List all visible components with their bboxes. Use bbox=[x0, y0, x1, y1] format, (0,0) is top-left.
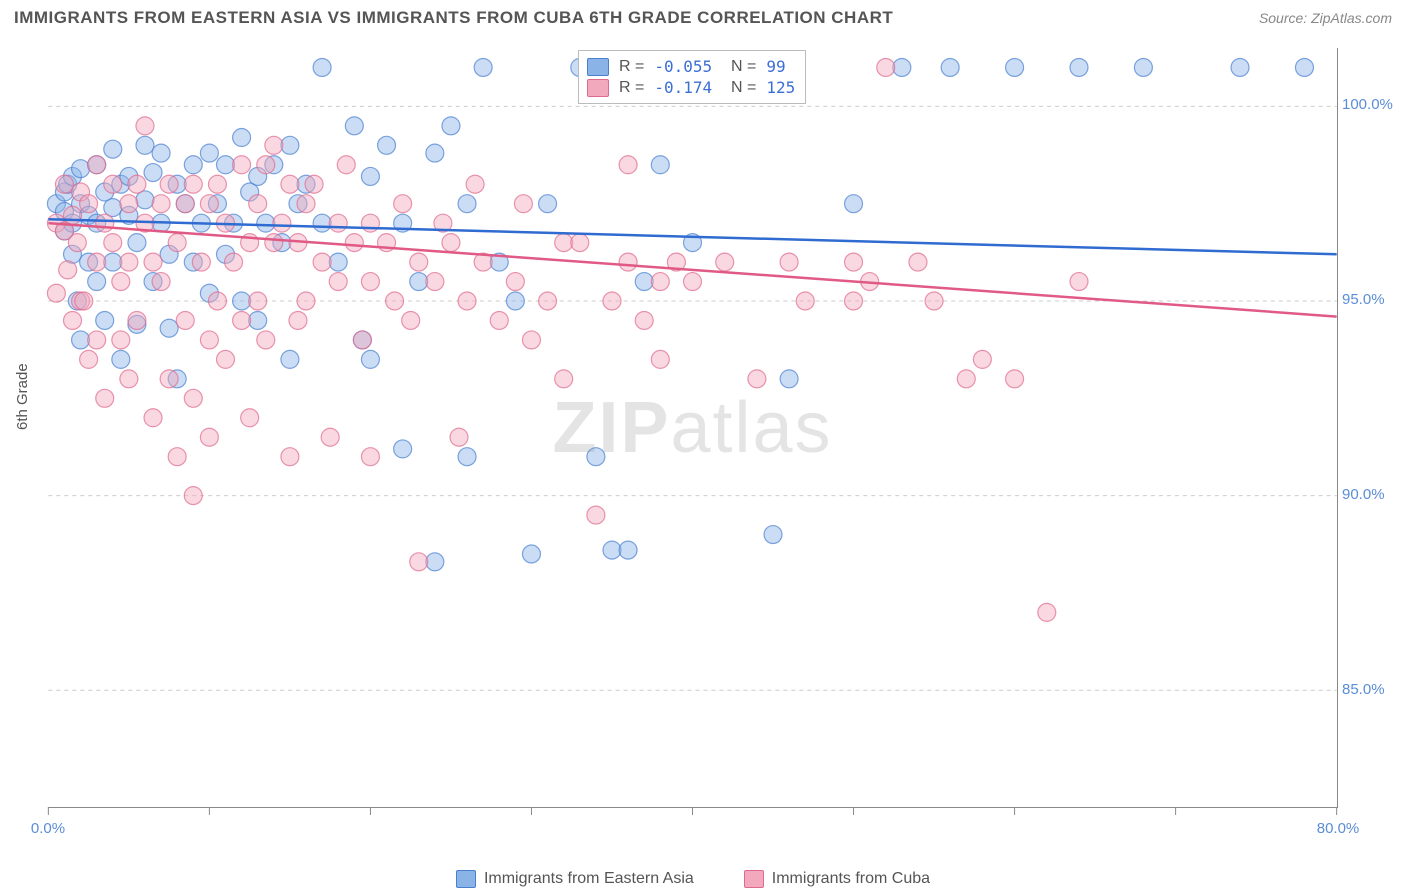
legend-swatch-icon bbox=[744, 870, 764, 888]
stat-value: 125 bbox=[766, 78, 795, 97]
stat-label: R = bbox=[619, 79, 644, 97]
y-tick-label: 95.0% bbox=[1342, 291, 1397, 308]
y-tick-label: 90.0% bbox=[1342, 486, 1397, 503]
legend-swatch-icon bbox=[456, 870, 476, 888]
stat-value: -0.055 bbox=[654, 57, 712, 76]
stat-value: -0.174 bbox=[654, 78, 712, 97]
stat-label: N = bbox=[722, 58, 756, 76]
stats-row: R = -0.174 N = 125 bbox=[587, 78, 795, 97]
stat-label: N = bbox=[722, 79, 756, 97]
chart-svg bbox=[48, 48, 1337, 807]
legend-item: Immigrants from Eastern Asia bbox=[456, 870, 694, 888]
legend-item: Immigrants from Cuba bbox=[744, 870, 930, 888]
stat-label: R = bbox=[619, 58, 644, 76]
stat-value: 99 bbox=[766, 57, 785, 76]
stats-legend: R = -0.055 N = 99 R = -0.174 N = 125 bbox=[578, 50, 806, 104]
chart-source: Source: ZipAtlas.com bbox=[1259, 10, 1392, 26]
chart-header: IMMIGRANTS FROM EASTERN ASIA VS IMMIGRAN… bbox=[0, 0, 1406, 34]
y-tick-label: 100.0% bbox=[1342, 96, 1397, 113]
stats-row: R = -0.055 N = 99 bbox=[587, 57, 795, 76]
x-tick-label: 80.0% bbox=[1317, 820, 1360, 837]
legend-label: Immigrants from Eastern Asia bbox=[484, 870, 694, 888]
x-tick-label: 0.0% bbox=[31, 820, 65, 837]
y-tick-label: 85.0% bbox=[1342, 681, 1397, 698]
legend-swatch-icon bbox=[587, 58, 609, 76]
scatter-chart: R = -0.055 N = 99 R = -0.174 N = 125 ZIP… bbox=[48, 48, 1338, 808]
legend-label: Immigrants from Cuba bbox=[772, 870, 930, 888]
chart-title: IMMIGRANTS FROM EASTERN ASIA VS IMMIGRAN… bbox=[14, 8, 893, 28]
legend-bottom: Immigrants from Eastern Asia Immigrants … bbox=[48, 870, 1338, 888]
legend-swatch-icon bbox=[587, 79, 609, 97]
y-axis-label: 6th Grade bbox=[14, 363, 31, 430]
